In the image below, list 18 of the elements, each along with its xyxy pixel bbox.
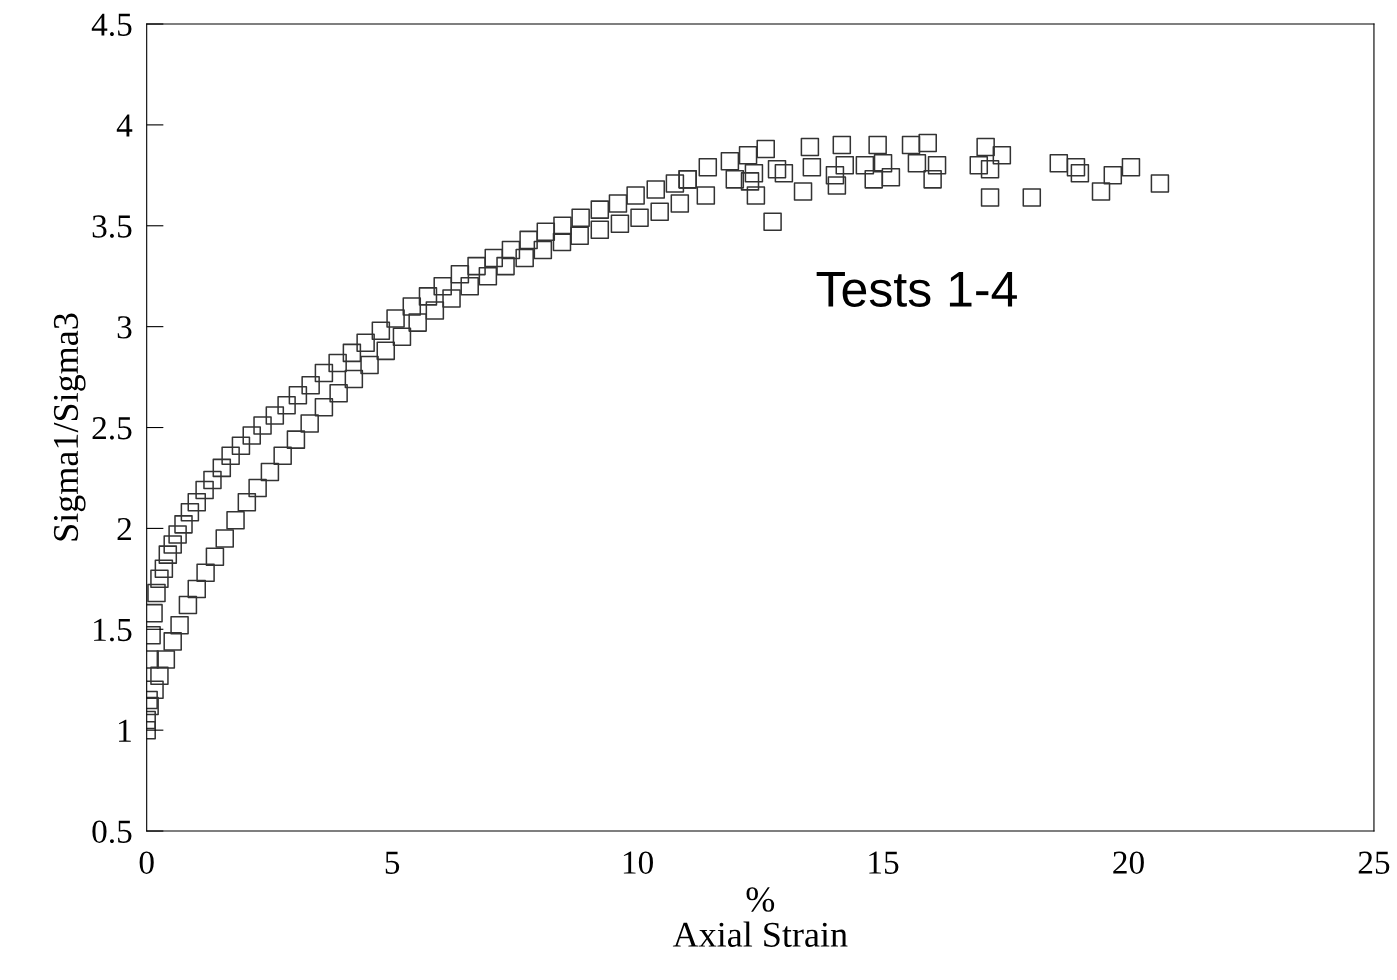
- y-axis-title: Sigma1/Sigma3: [53, 313, 86, 541]
- x-tick-label: 0: [139, 851, 154, 874]
- y-tick-label: 3.5: [92, 215, 132, 238]
- y-tick-label: 2.5: [92, 417, 132, 440]
- y-tick-label: 1.5: [94, 618, 132, 642]
- x-tick-label: 5: [385, 851, 400, 874]
- x-tick-label: 25: [1358, 851, 1390, 874]
- y-tick-label: 1: [119, 719, 131, 742]
- y-tick-label: 0.5: [92, 820, 132, 844]
- x-axis-title: % Axial Strain: [672, 887, 848, 947]
- x-tick-label: 15: [869, 851, 899, 874]
- y-tick-label: 3: [117, 316, 132, 339]
- y-tick-label: 4: [116, 114, 133, 137]
- x-tick-label: 20: [1113, 851, 1144, 874]
- annotation: Tests 1-4: [816, 272, 1017, 307]
- x-tick-label: 10: [623, 851, 653, 874]
- y-tick-label: 2: [117, 517, 131, 540]
- y-tick-label: 4.5: [91, 13, 132, 37]
